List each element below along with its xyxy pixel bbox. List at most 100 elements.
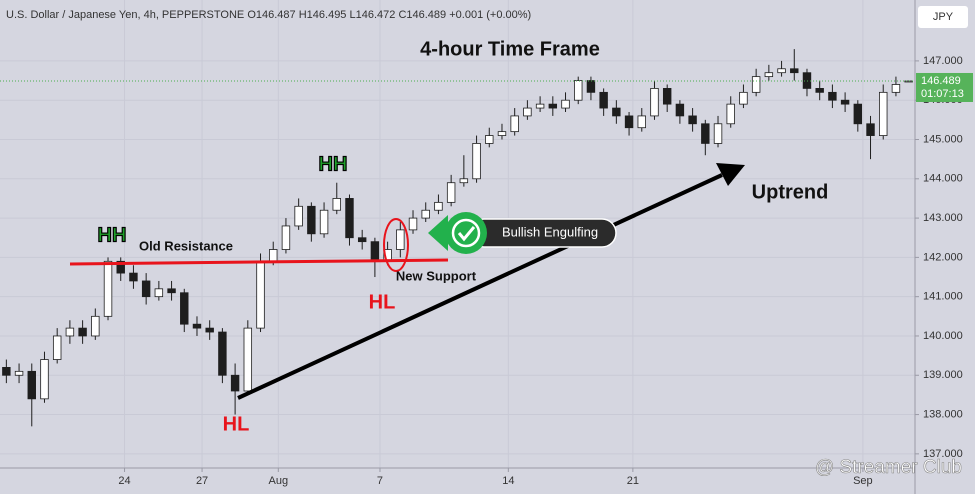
resistance-line: [69, 258, 449, 266]
candle-body: [510, 115, 519, 133]
candle-body: [866, 123, 875, 136]
candle-body: [154, 288, 164, 298]
badge-ring: [451, 218, 481, 248]
open-value: O146.487: [247, 9, 295, 21]
candle-body: [535, 103, 545, 109]
y-tick-label: 141.000: [923, 291, 963, 303]
candle-body: [523, 107, 532, 117]
badge-pointer: [428, 215, 448, 251]
candle-body: [739, 91, 748, 105]
candle-body: [713, 123, 723, 144]
candle-body: [675, 103, 685, 117]
candle-body: [764, 72, 774, 78]
candle-body: [40, 359, 49, 400]
candle-body: [167, 288, 176, 294]
annotation-hl: HL: [369, 291, 396, 313]
candle-body: [294, 205, 303, 227]
candle-body: [853, 103, 863, 125]
candle-body: [218, 331, 227, 376]
countdown: 01:07:13: [921, 88, 964, 100]
candle-body: [751, 76, 761, 93]
annotation-bullish-engulfing: Bullish Engulfing: [502, 224, 598, 239]
candle-body: [180, 292, 189, 325]
candle-body: [561, 99, 570, 109]
x-tick-label: 7: [377, 475, 383, 487]
high-value: H146.495: [299, 9, 347, 21]
candle-body: [790, 68, 799, 74]
candle-body: [637, 115, 646, 129]
candles: [2, 49, 913, 427]
candle-body: [256, 260, 265, 329]
candle-body: [357, 237, 367, 243]
candle-body: [27, 370, 36, 400]
candle-body: [472, 143, 481, 180]
candle-body: [14, 370, 24, 376]
candle-body: [815, 88, 824, 93]
candle-body: [307, 205, 316, 235]
candle-body: [205, 327, 214, 333]
candle-body: [281, 225, 291, 250]
highlight-ellipse: [383, 218, 409, 272]
candle-body: [726, 103, 735, 125]
candle-body: [497, 131, 507, 136]
trend-arrow: [237, 173, 723, 400]
candle-body: [65, 327, 75, 337]
candle-body: [319, 209, 329, 235]
y-tick-label: 137.000: [923, 448, 963, 460]
candle-body: [624, 115, 634, 129]
candle-body: [129, 272, 138, 282]
candle-body: [777, 68, 786, 74]
annotation-hh: HH: [319, 153, 348, 175]
annotation-hh: HH: [98, 224, 127, 246]
chart-title: 4-hour Time Frame: [420, 38, 600, 60]
candle-body: [446, 182, 456, 203]
candle-body: [2, 367, 11, 376]
x-tick-label: Aug: [269, 475, 289, 487]
candle-body: [230, 374, 240, 392]
candle-body: [269, 249, 278, 262]
y-tick-label: 144.000: [923, 173, 963, 185]
watermark: @ Streamer Club: [815, 457, 962, 478]
candle-body: [904, 80, 913, 83]
candle-body: [828, 91, 837, 101]
x-tick-label: 27: [196, 475, 208, 487]
grid: [0, 0, 915, 468]
annotation-hl: HL: [223, 413, 250, 435]
y-tick-label: 143.000: [923, 212, 963, 224]
currency-box[interactable]: [918, 6, 968, 28]
close-value: C146.489: [398, 9, 446, 21]
candle-body: [459, 178, 469, 184]
low-value: L146.472: [350, 9, 396, 21]
candle-body: [840, 99, 850, 105]
y-tick-label: 140.000: [923, 330, 963, 342]
candle-body: [421, 209, 430, 219]
y-tick-label: 138.000: [923, 408, 963, 420]
candle-body: [332, 198, 341, 211]
candle-body: [78, 327, 87, 337]
symbol: U.S. Dollar / Japanese Yen, 4h, PEPPERST…: [6, 9, 244, 21]
y-tick-label: 145.000: [923, 133, 963, 145]
candle-body: [116, 260, 125, 274]
currency[interactable]: JPY: [933, 11, 954, 23]
badge-circle: [445, 212, 487, 254]
candle-body: [612, 107, 621, 117]
candle-body: [396, 229, 405, 250]
candle-body: [701, 123, 710, 144]
candle-body: [586, 80, 596, 93]
header: U.S. Dollar / Japanese Yen, 4h, PEPPERST…: [6, 9, 531, 21]
candle-body: [370, 241, 380, 262]
candle-body: [599, 91, 608, 109]
x-tick-label: 14: [502, 475, 514, 487]
y-tick-label: 147.000: [923, 55, 963, 67]
x-tick-label: 21: [627, 475, 639, 487]
candle-body: [574, 80, 583, 101]
candle-body: [408, 217, 418, 231]
x-tick-label: 24: [118, 475, 130, 487]
candle-body: [891, 84, 901, 93]
candle-body: [192, 323, 202, 329]
last-price-box: [916, 72, 973, 102]
candle-body: [103, 260, 113, 317]
candle-body: [548, 103, 558, 109]
y-tick-label: 142.000: [923, 251, 963, 263]
